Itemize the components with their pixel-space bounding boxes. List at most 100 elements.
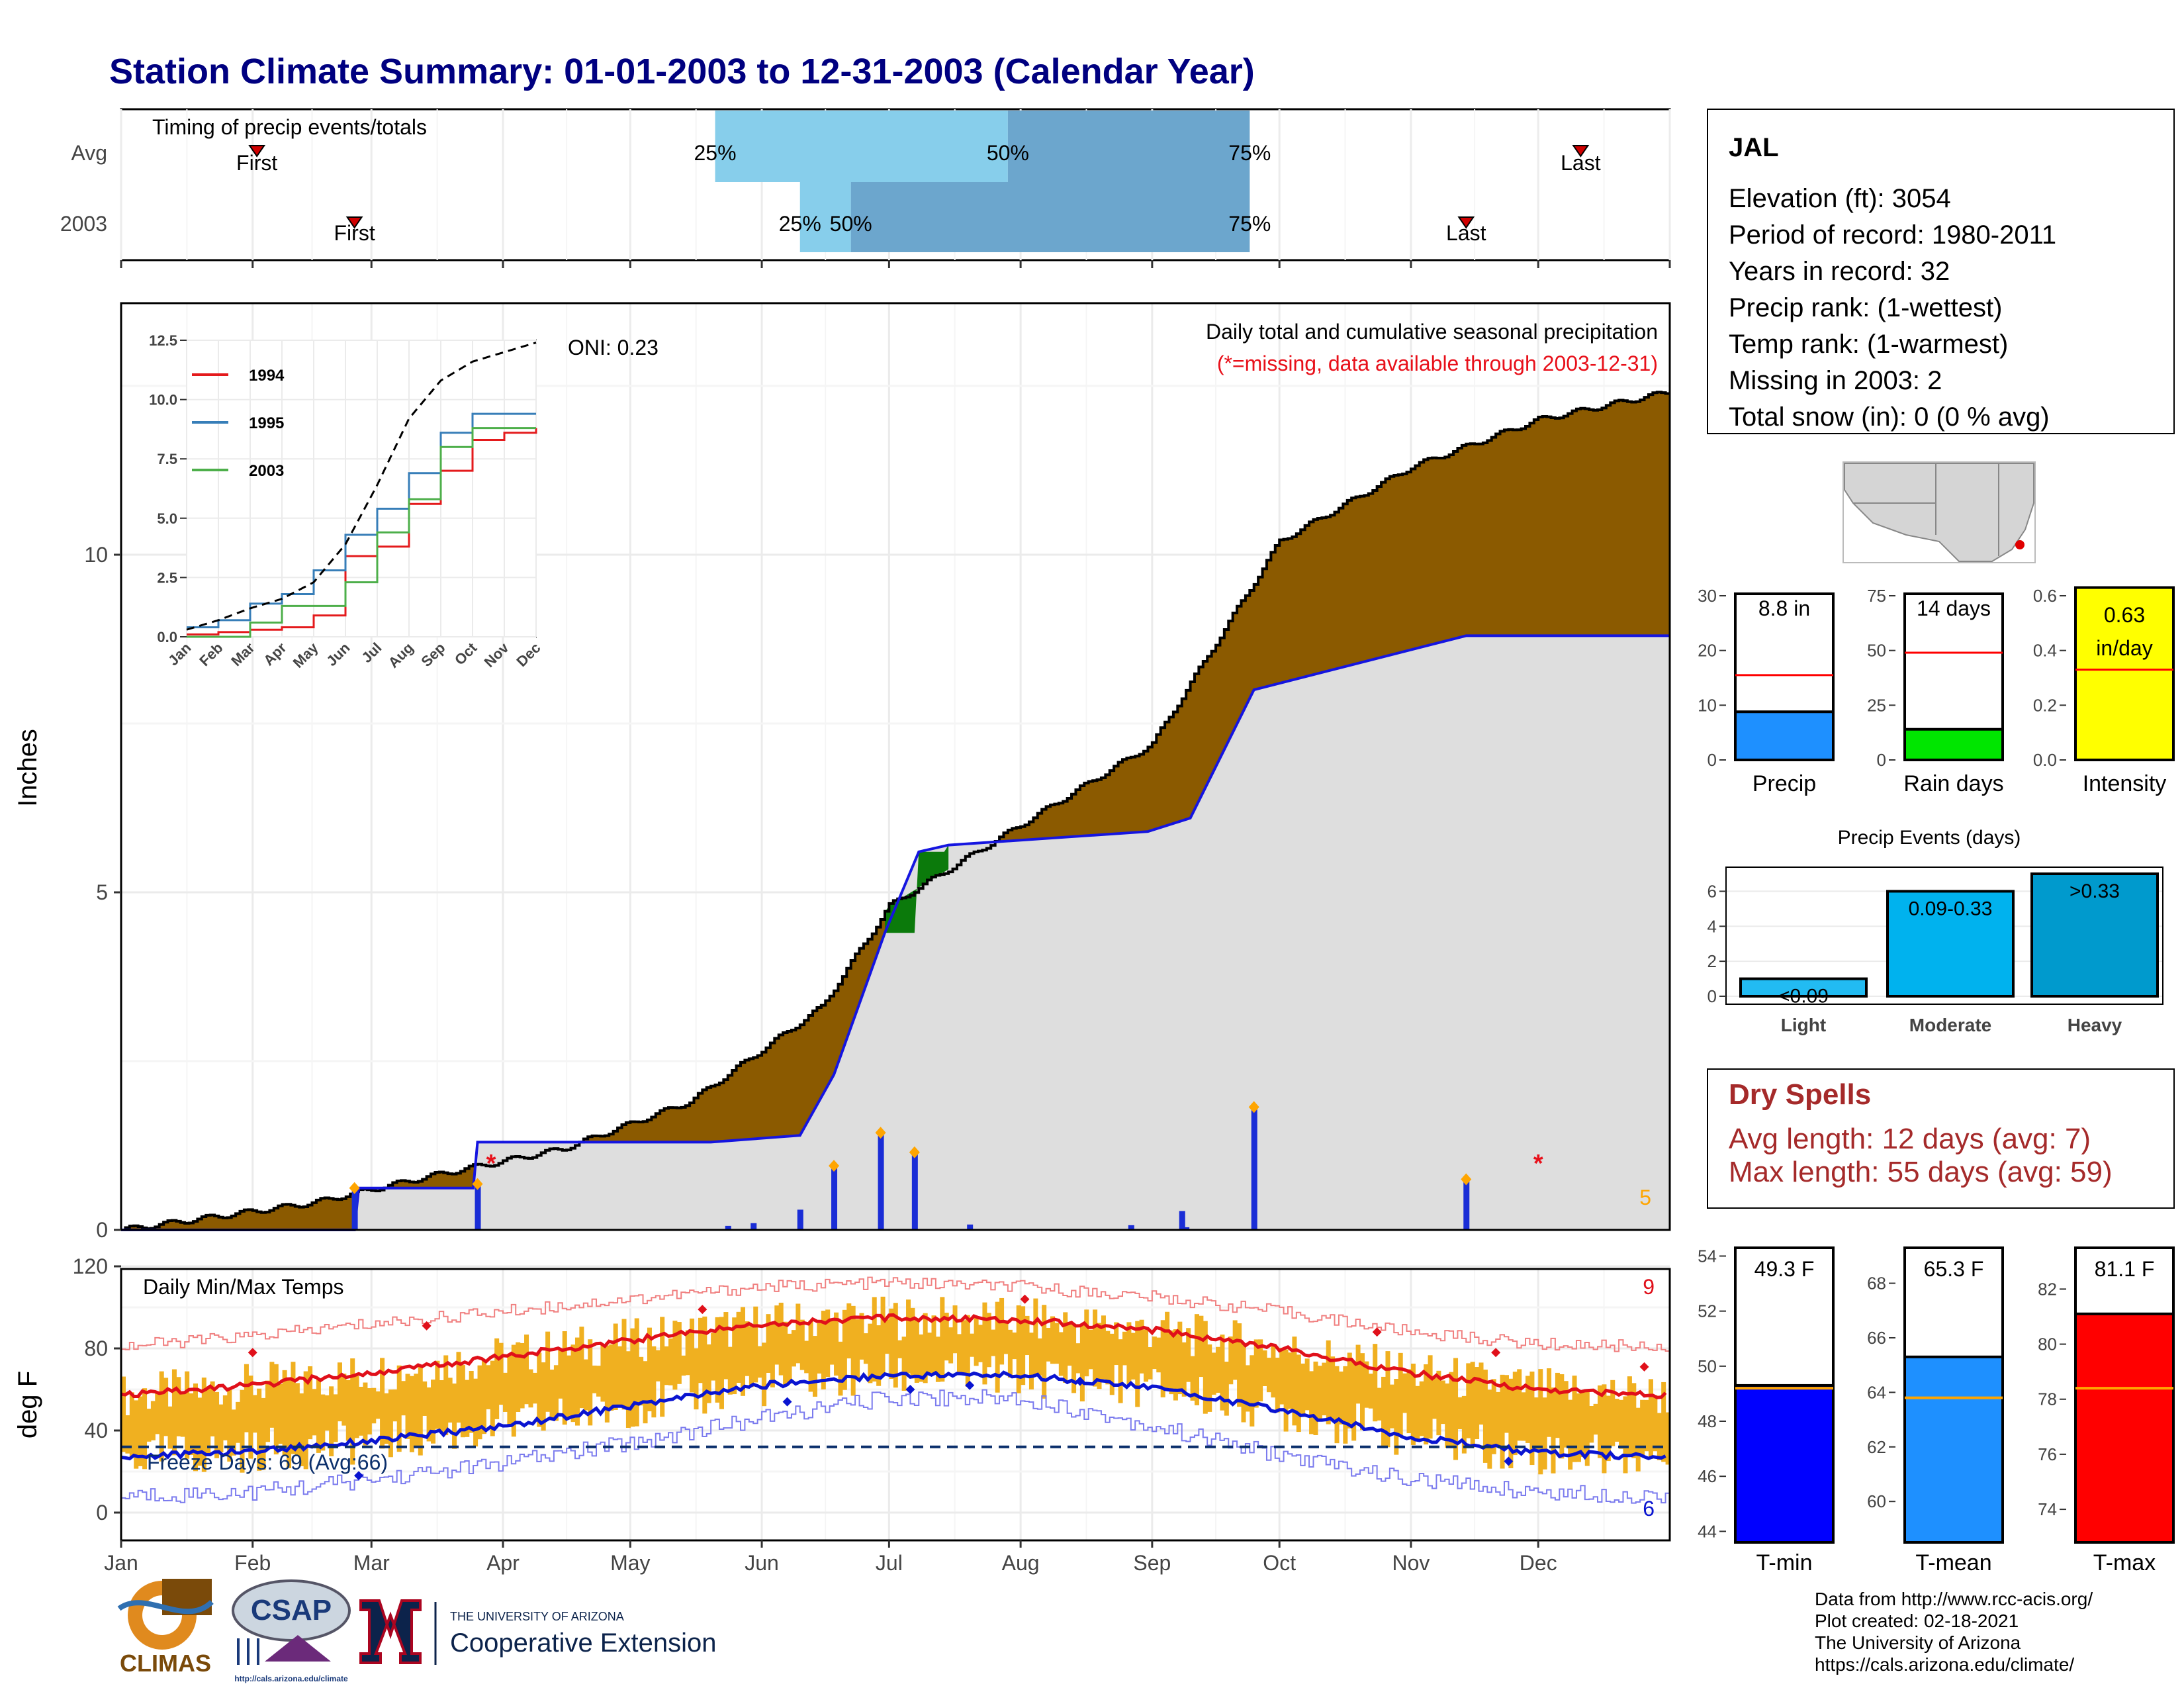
- daily-temp-bar: [1381, 1376, 1387, 1448]
- daily-temp-bar: [511, 1344, 516, 1437]
- daily-temp-bar: [787, 1333, 792, 1384]
- temp-summary-ytick: 66: [1867, 1328, 1886, 1348]
- timing-pct-label: 50%: [987, 141, 1029, 165]
- daily-temp-bar: [1470, 1362, 1475, 1448]
- daily-temp-bar: [838, 1341, 843, 1396]
- daily-temp-bar: [1576, 1393, 1581, 1462]
- daily-temp-bar: [189, 1393, 194, 1456]
- daily-temp-bar: [367, 1388, 372, 1434]
- daily-temp-bar: [660, 1317, 665, 1417]
- temp-ylabel: deg F: [13, 1371, 42, 1438]
- daily-temp-bar: [1568, 1399, 1573, 1470]
- daily-temp-bar: [1012, 1332, 1017, 1360]
- daily-temp-bar: [804, 1340, 809, 1374]
- daily-precip-bar: [475, 1184, 481, 1230]
- daily-temp-bar: [206, 1386, 211, 1456]
- y2003-50-75-bar: [850, 182, 1250, 252]
- daily-precip-bar: [797, 1209, 803, 1230]
- daily-temp-bar: [1283, 1349, 1289, 1432]
- daily-temp-bar: [431, 1380, 436, 1444]
- daily-temp-bar: [770, 1322, 775, 1387]
- temp-summary-ytick: 76: [2038, 1444, 2057, 1464]
- timing-marker-label: Last: [1561, 151, 1601, 175]
- daily-temp-bar: [1432, 1378, 1437, 1419]
- daily-temp-bar: [384, 1393, 389, 1444]
- mini-precip-ytick: 0.6: [2033, 586, 2057, 606]
- daily-precip-bar: [1251, 1107, 1257, 1230]
- daily-temp-bar: [1266, 1358, 1271, 1393]
- daily-temp-bar: [753, 1306, 758, 1383]
- daily-temp-bar: [1021, 1306, 1026, 1385]
- daily-temp-bar: [906, 1299, 911, 1374]
- daily-precip-bar: [831, 1166, 838, 1230]
- daily-temp-bar: [1542, 1397, 1547, 1470]
- precip-events-panel: Precip Events (days) <0.090.09-0.33>0.33…: [1707, 827, 2163, 1035]
- daily-temp-bar: [269, 1362, 275, 1428]
- daily-temp-bar: [1351, 1361, 1357, 1441]
- daily-temp-bar: [1364, 1361, 1369, 1408]
- footer-text: Data from http://www.rcc-acis.org/ Plot …: [1815, 1589, 2093, 1675]
- daily-temp-bar: [1563, 1381, 1569, 1448]
- daily-temp-bar: [1330, 1356, 1336, 1421]
- daily-temp-bar: [1619, 1399, 1624, 1449]
- csap-logo: CSAP http://cals.arizona.edu/climate: [232, 1579, 351, 1683]
- events-category-label: Moderate: [1909, 1015, 1991, 1035]
- temp-summary-ytick: 60: [1867, 1491, 1886, 1511]
- temp-summary-ytick: 44: [1698, 1521, 1717, 1541]
- mini-precip-ytick: 0.4: [2033, 641, 2057, 661]
- daily-temp-bar: [1122, 1331, 1127, 1366]
- daily-temp-bar: [1529, 1371, 1535, 1466]
- daily-temp-bar: [1461, 1395, 1467, 1454]
- daily-temp-bar: [749, 1326, 754, 1387]
- daily-precip-bar: [878, 1133, 884, 1230]
- daily-temp-bar: [570, 1344, 576, 1423]
- daily-temp-bar: [1347, 1352, 1352, 1429]
- daily-temp-bar: [1058, 1332, 1064, 1376]
- daily-temp-bar: [1500, 1374, 1505, 1469]
- daily-temp-bar: [473, 1378, 478, 1447]
- temp-summary-label: T-max: [2093, 1550, 2156, 1575]
- footer-line-3: The University of Arizona: [1815, 1632, 2021, 1653]
- daily-temp-bar: [1610, 1380, 1615, 1446]
- dry-line-2: Max length: 55 days (avg: 59): [1729, 1156, 2113, 1188]
- daily-temp-bar: [1105, 1331, 1111, 1385]
- station-info-box: JAL Elevation (ft): 3054 Period of recor…: [1707, 109, 2175, 434]
- record-high-marker: [1020, 1294, 1030, 1304]
- daily-temp-bar: [778, 1302, 784, 1376]
- daily-temp-bar: [1071, 1323, 1077, 1393]
- heavy-event-marker: [909, 1146, 920, 1158]
- daily-temp-bar: [409, 1376, 414, 1452]
- daily-temp-bar: [884, 1319, 889, 1354]
- main-ytick-label: 5: [96, 880, 108, 904]
- temp-ytick-label: 40: [84, 1419, 108, 1442]
- daily-temp-bar: [732, 1317, 737, 1395]
- daily-temp-bar: [477, 1365, 482, 1440]
- daily-temp-bar: [380, 1358, 385, 1449]
- daily-temp-bar: [537, 1352, 542, 1427]
- daily-temp-bar: [1415, 1385, 1420, 1440]
- daily-temp-bar: [1322, 1362, 1327, 1416]
- daily-temp-bar: [690, 1318, 695, 1393]
- daily-temp-bar: [401, 1381, 406, 1416]
- daily-temp-bar: [1126, 1322, 1132, 1385]
- temp-summary-ytick: 48: [1698, 1411, 1717, 1431]
- daily-temp-bar: [486, 1365, 491, 1409]
- daily-precip-bar: [751, 1223, 757, 1230]
- daily-temp-bar: [850, 1305, 856, 1396]
- daily-temp-bar: [1050, 1316, 1056, 1364]
- avg-min-line: [120, 1370, 1666, 1461]
- daily-temp-bar: [1377, 1387, 1382, 1421]
- daily-temp-bar: [562, 1331, 567, 1425]
- events-ytick: 2: [1707, 951, 1717, 971]
- month-label: Oct: [1263, 1551, 1296, 1575]
- daily-temp-bar: [596, 1366, 602, 1397]
- climas-text: CLIMAS: [120, 1650, 211, 1677]
- daily-temp-bar: [1279, 1348, 1285, 1405]
- daily-temp-bar: [910, 1307, 915, 1379]
- daily-temp-bar: [1406, 1369, 1412, 1434]
- daily-temp-bar: [655, 1350, 660, 1382]
- mini-precip-bar: [2074, 586, 2175, 761]
- daily-temp-bar: [163, 1378, 169, 1436]
- daily-temp-bar: [1338, 1371, 1343, 1425]
